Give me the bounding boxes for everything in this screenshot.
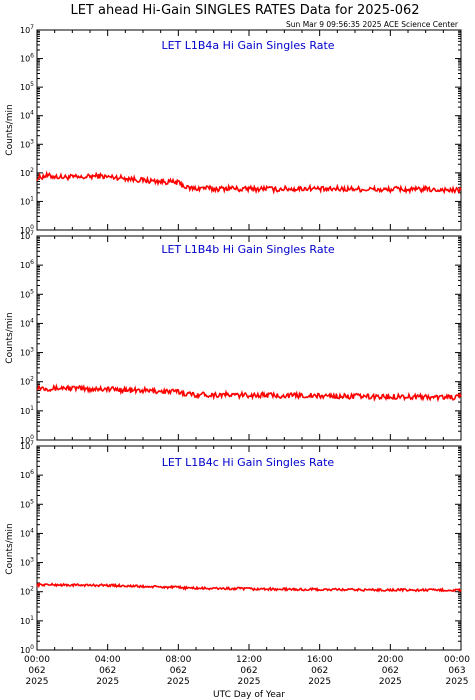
x-tick-year: 2025 (26, 677, 49, 687)
x-tick-time: 00:00 (24, 655, 50, 665)
y-tick-label: 102 (20, 376, 34, 387)
y-tick-label: 107 (20, 24, 34, 35)
y-tick-label: 105 (20, 288, 34, 299)
x-axis-label: UTC Day of Year (213, 690, 285, 700)
y-tick-label: 106 (20, 469, 34, 480)
y-tick-label: 101 (20, 195, 34, 206)
y-tick-label: 104 (20, 317, 34, 328)
y-tick-label: 104 (20, 527, 34, 538)
y-tick-label: 107 (20, 230, 34, 241)
y-tick-label: 104 (20, 110, 34, 121)
x-tick-3: 12:00 062 2025 (236, 655, 262, 687)
y-tick-label: 100 (20, 224, 34, 235)
x-tick-time: 20:00 (377, 655, 403, 665)
series-line (36, 170, 462, 195)
x-tick-time: 04:00 (95, 655, 121, 665)
panel-b-plot: 100 101 102 103 104 105 106 107 (20, 230, 462, 445)
x-tick-4: 16:00 062 2025 (307, 655, 333, 687)
x-tick-6: 00:00 063 2025 (444, 655, 470, 687)
y-tick-label: 101 (20, 405, 34, 416)
x-tick-day: 063 (448, 666, 465, 676)
x-tick-day: 062 (311, 666, 328, 676)
plot-frame (36, 445, 462, 651)
x-tick-time: 12:00 (236, 655, 262, 665)
panel-c-title: LET L1B4c Hi Gain Singles Rate (162, 456, 335, 469)
x-tick-time: 00:00 (444, 655, 470, 665)
panel-c: LET L1B4c Hi Gain Singles Rate Counts/mi… (5, 456, 334, 575)
x-tick-day: 062 (240, 666, 257, 676)
series-line (36, 383, 462, 403)
figure-title: LET ahead Hi-Gain SINGLES RATES Data for… (70, 3, 419, 18)
panel-a-plot: 100 101 102 103 104 105 106 107 (20, 24, 462, 235)
y-tick-label: 102 (20, 167, 34, 178)
x-tick-year: 2025 (379, 677, 402, 687)
panel-c-ylabel: Counts/min (5, 523, 15, 574)
panel-b: LET L1B4b Hi Gain Singles Rate Counts/mi… (5, 243, 335, 364)
plot-frame (36, 235, 462, 441)
x-tick-day: 062 (28, 666, 45, 676)
y-tick-label: 100 (20, 434, 34, 445)
y-tick-label: 105 (20, 81, 34, 92)
x-tick-day: 062 (382, 666, 399, 676)
y-tick-label: 101 (20, 615, 34, 626)
series-line (36, 582, 462, 593)
y-tick-label: 103 (20, 347, 34, 358)
panel-b-title: LET L1B4b Hi Gain Singles Rate (161, 243, 335, 256)
y-tick-label: 103 (20, 557, 34, 568)
timestamp: Sun Mar 9 09:56:35 2025 ACE Science Cent… (286, 20, 459, 29)
y-tick-label: 106 (20, 259, 34, 270)
x-tick-year: 2025 (167, 677, 190, 687)
y-tick-label: 107 (20, 440, 34, 451)
x-tick-labels: 00:00 062 2025 04:00 062 2025 08:00 062 … (24, 655, 470, 687)
panel-a: LET L1B4a Hi Gain Singles Rate Counts/mi… (5, 39, 335, 156)
x-tick-1: 04:00 062 2025 (95, 655, 121, 687)
x-tick-day: 062 (170, 666, 187, 676)
x-tick-day: 062 (99, 666, 116, 676)
x-tick-0: 00:00 062 2025 (24, 655, 50, 687)
x-tick-5: 20:00 062 2025 (377, 655, 403, 687)
panel-c-plot: 100 101 102 103 104 105 106 107 (20, 440, 462, 655)
x-tick-2: 08:00 062 2025 (165, 655, 191, 687)
panel-b-ylabel: Counts/min (5, 312, 15, 363)
y-tick-label: 105 (20, 498, 34, 509)
x-tick-year: 2025 (238, 677, 261, 687)
panel-a-ylabel: Counts/min (5, 104, 15, 155)
x-tick-time: 16:00 (307, 655, 333, 665)
y-tick-label: 103 (20, 138, 34, 149)
x-tick-year: 2025 (308, 677, 331, 687)
x-tick-year: 2025 (96, 677, 119, 687)
x-tick-time: 08:00 (165, 655, 191, 665)
panel-a-title: LET L1B4a Hi Gain Singles Rate (161, 39, 334, 52)
y-tick-label: 100 (20, 644, 34, 655)
x-tick-year: 2025 (446, 677, 469, 687)
plot-frame (36, 29, 462, 231)
y-tick-label: 102 (20, 586, 34, 597)
y-tick-label: 106 (20, 53, 34, 64)
